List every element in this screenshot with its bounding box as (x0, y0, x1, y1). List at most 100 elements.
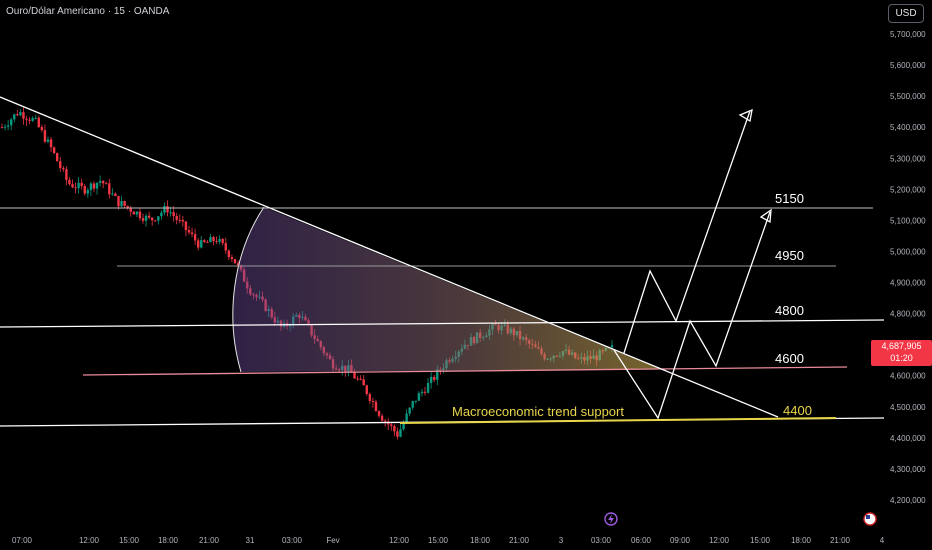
candle-body (6, 125, 10, 127)
x-tick-label: 18:00 (470, 536, 491, 545)
countdown-timer: 01:20 (890, 353, 913, 363)
candle-body (34, 117, 37, 119)
level-line-4800 (0, 319, 885, 328)
candle-body (402, 422, 405, 430)
candle-body (212, 236, 215, 242)
candle-body (86, 190, 90, 194)
candle-body (52, 147, 56, 154)
x-tick-label: 09:00 (670, 536, 691, 545)
candle-body (233, 258, 237, 264)
candle-body (43, 130, 47, 142)
label-4600: 4600 (775, 351, 804, 366)
y-tick-label: 4,200,000 (890, 496, 926, 505)
candle-body (169, 212, 172, 214)
y-tick-label: 4,400,000 (890, 434, 926, 443)
label-4400: 4400 (783, 403, 812, 418)
candle-body (190, 232, 194, 235)
candle-body (123, 201, 126, 206)
candle-body (132, 211, 136, 215)
x-tick-label: 07:00 (12, 536, 33, 545)
candle-body (59, 161, 62, 168)
candle-body (80, 182, 83, 186)
us-flag-icon[interactable] (863, 512, 877, 526)
macro-support-line (399, 417, 837, 424)
candle-body (362, 379, 365, 386)
candle-body (9, 119, 13, 126)
candle-body (356, 378, 359, 380)
x-tick-label: 12:00 (79, 536, 100, 545)
candle-body (374, 401, 378, 412)
y-tick-label: 5,600,000 (890, 61, 926, 70)
y-tick-label: 4,900,000 (890, 279, 926, 288)
y-tick-label: 4,800,000 (890, 310, 926, 319)
candle-body (3, 126, 7, 128)
x-tick-label: 4 (880, 536, 885, 545)
candle-body (98, 180, 102, 183)
candle-body (135, 211, 139, 215)
x-tick-label: 31 (246, 536, 255, 545)
descending-trendline (0, 96, 779, 418)
fan-arc (232, 206, 265, 373)
x-tick-label: Fev (326, 536, 339, 545)
candle-body (144, 215, 148, 221)
candle-body (215, 241, 218, 243)
candle-body (166, 205, 169, 213)
level-line-4600 (82, 366, 848, 376)
candle-body (206, 241, 209, 243)
arrowhead-lower (759, 208, 772, 224)
candle-body (383, 420, 387, 422)
candle-body (147, 215, 151, 218)
candle-body (178, 219, 181, 221)
candle-body (610, 345, 614, 348)
candle-body (423, 391, 427, 393)
y-tick-label: 5,700,000 (890, 30, 926, 39)
candle-body (101, 180, 105, 184)
candle-body (221, 238, 224, 244)
candle-body (151, 217, 154, 221)
x-tick-label: 3 (559, 536, 564, 545)
candle-body (89, 183, 93, 191)
candle-body (224, 243, 227, 251)
arrowhead-upper (738, 108, 753, 123)
lightning-icon[interactable] (604, 512, 618, 526)
candle-body (19, 112, 22, 116)
y-tick-label: 4,300,000 (890, 465, 926, 474)
candle-body (16, 114, 19, 116)
candle-body (408, 407, 411, 414)
candle-body (396, 431, 399, 437)
x-tick-label: 15:00 (119, 536, 140, 545)
x-tick-label: 03:00 (282, 536, 303, 545)
candle-body (71, 184, 74, 188)
candle-body (218, 238, 221, 242)
symbol-title: Ouro/Dólar Americano · 15 · OANDA (6, 6, 170, 17)
candle-body (126, 205, 129, 208)
candle-body (95, 182, 99, 189)
projection-path-upper (623, 110, 751, 354)
projection-path-lower (613, 211, 771, 420)
y-tick-label: 5,500,000 (890, 92, 926, 101)
candle-body (111, 193, 114, 195)
candle-body (193, 234, 197, 241)
x-tick-label: 21:00 (830, 536, 851, 545)
candle-body (184, 221, 188, 231)
candle-body (74, 187, 77, 189)
candle-body (83, 185, 86, 194)
candle-body (353, 372, 356, 379)
y-tick-label: 5,100,000 (890, 216, 926, 225)
candle-body (181, 219, 185, 222)
x-tick-label: 21:00 (509, 536, 530, 545)
currency-button[interactable]: USD (888, 4, 924, 23)
candle-body (200, 240, 203, 248)
x-tick-label: 18:00 (158, 536, 179, 545)
candle-body (365, 385, 368, 395)
candle-body (22, 112, 25, 119)
support-label: Macroeconomic trend support (452, 404, 624, 419)
candle-body (368, 394, 372, 402)
candle-body (399, 429, 402, 437)
candle-body (157, 216, 160, 221)
candle-body (380, 415, 384, 421)
candle-body (426, 382, 430, 393)
current-price-tag: 4,687,905 01:20 (871, 340, 932, 366)
candle-body (114, 193, 117, 197)
